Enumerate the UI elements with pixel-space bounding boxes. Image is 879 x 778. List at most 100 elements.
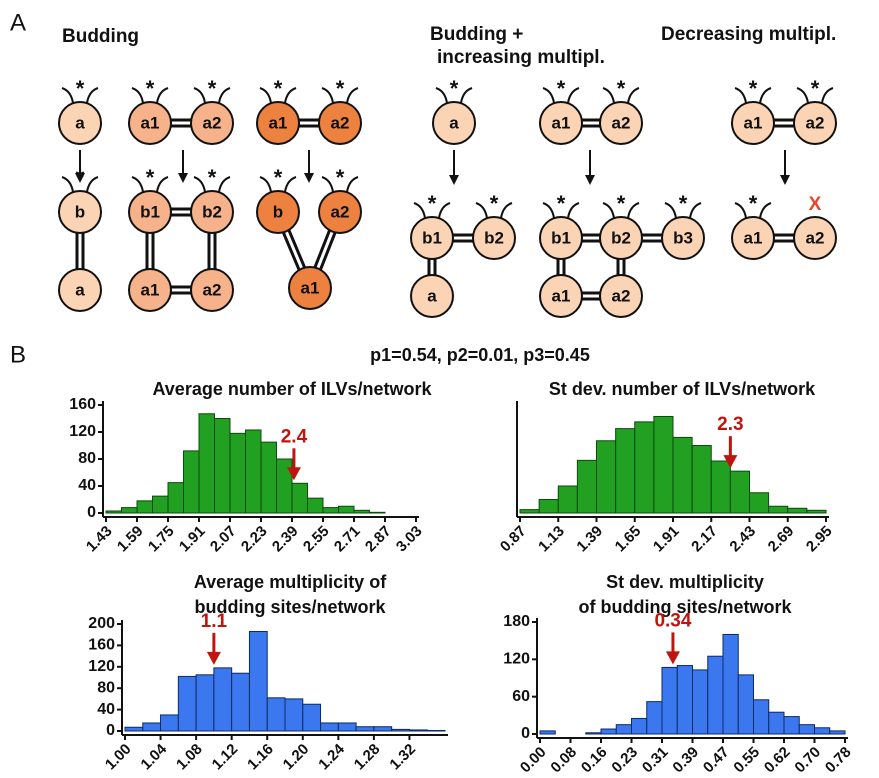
x-tick-label: 1.32: [386, 741, 419, 774]
star: *: [428, 191, 437, 216]
y-tick-label: 60: [512, 688, 530, 705]
bar: [308, 498, 324, 513]
bar: [632, 718, 647, 734]
bar: [738, 675, 753, 734]
bar: [662, 667, 677, 734]
bar: [178, 676, 196, 731]
chart-title: St dev. multiplicity: [606, 572, 764, 592]
bar: [354, 510, 370, 513]
arrow-head: [449, 175, 459, 185]
bar: [339, 506, 355, 513]
node-label: a2: [806, 113, 825, 132]
bar: [292, 483, 308, 513]
bar: [769, 712, 784, 734]
x-tick-label: 1.16: [244, 741, 277, 774]
antenna: [62, 177, 73, 192]
x-tick-label: 2.95: [803, 523, 836, 556]
bar: [677, 666, 692, 734]
bar: [370, 512, 386, 513]
antenna: [501, 203, 512, 218]
x-tick-label: 0.16: [578, 744, 611, 777]
star: *: [208, 165, 217, 190]
node-label: a: [75, 113, 85, 132]
antenna: [62, 88, 73, 103]
star: *: [146, 165, 155, 190]
node-label: b: [273, 202, 283, 221]
bar: [125, 727, 143, 731]
bar: [586, 733, 601, 734]
star: *: [336, 76, 345, 101]
x-tick-label: 1.39: [573, 523, 606, 556]
chart-title: Average multiplicity of: [194, 572, 387, 592]
antenna: [157, 88, 168, 103]
x-tick-label: 0.87: [497, 523, 530, 556]
bar: [540, 731, 555, 734]
bar: [303, 704, 321, 731]
bar: [199, 414, 215, 513]
antenna: [414, 203, 425, 218]
marker-arrow-head: [666, 651, 680, 664]
bar: [249, 631, 267, 731]
bar: [232, 673, 250, 731]
bar: [261, 442, 277, 513]
bar: [427, 730, 445, 731]
x-tick-label: 1.20: [280, 741, 313, 774]
node-label: b1: [551, 228, 571, 247]
x-tick-label: 0.39: [669, 744, 702, 777]
antenna: [822, 88, 833, 103]
scheme-header: Budding: [62, 26, 139, 47]
subtitle: p1=0.54, p2=0.01, p3=0.45: [370, 345, 590, 365]
bar: [277, 459, 293, 513]
node-label: a1: [552, 113, 571, 132]
antenna: [285, 88, 296, 103]
node-label: a2: [203, 280, 222, 299]
bar: [616, 725, 631, 734]
bar: [601, 729, 616, 734]
bar: [750, 493, 769, 513]
antenna: [735, 203, 746, 218]
antenna: [439, 203, 450, 218]
node-label: b2: [611, 228, 631, 247]
bar: [321, 723, 339, 731]
star: *: [617, 191, 626, 216]
x-tick-label: 2.69: [765, 523, 798, 556]
x-tick-label: 0.31: [639, 744, 672, 777]
node-label: b: [75, 202, 85, 221]
node-label: a2: [331, 113, 350, 132]
node-label: a: [75, 280, 85, 299]
x-tick-label: 2.23: [238, 523, 271, 556]
antenna: [219, 177, 230, 192]
star: *: [274, 165, 283, 190]
node-label: a: [427, 286, 437, 305]
node-label: b3: [673, 228, 693, 247]
chart-title: St dev. number of ILVs/network: [549, 379, 816, 399]
antenna: [760, 88, 771, 103]
bar: [161, 715, 179, 731]
antenna: [347, 88, 358, 103]
bar: [673, 437, 692, 513]
chart-title: Average number of ILVs/network: [152, 379, 432, 399]
bar: [143, 723, 161, 731]
bar: [267, 698, 285, 731]
scheme-header: Decreasing multipl.: [661, 24, 836, 45]
bar: [708, 656, 723, 734]
star: *: [490, 191, 499, 216]
node-label: a: [449, 113, 459, 132]
y-tick-label: 80: [97, 679, 115, 696]
y-tick-label: 120: [69, 423, 96, 440]
star: *: [274, 76, 283, 101]
bar: [647, 702, 662, 734]
x-tick-label: 1.04: [138, 740, 171, 773]
bar: [246, 430, 262, 513]
antenna: [760, 203, 771, 218]
star: *: [336, 165, 345, 190]
x-tick-label: 3.03: [393, 523, 426, 556]
star: *: [749, 191, 758, 216]
antenna: [628, 203, 639, 218]
bar: [539, 500, 558, 514]
bar: [106, 511, 122, 513]
bar: [122, 508, 138, 513]
x-tick-label: 0.08: [547, 744, 580, 777]
antenna: [543, 88, 554, 103]
antenna: [665, 203, 676, 218]
